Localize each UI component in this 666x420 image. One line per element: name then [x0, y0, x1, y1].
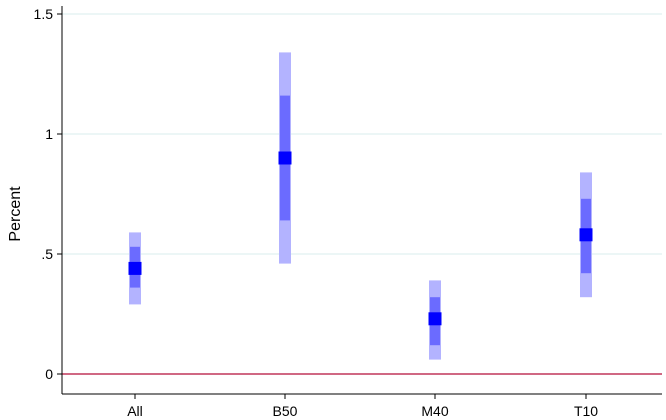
- x-ticks: All B50 M40 T10: [127, 394, 598, 419]
- axes: [61, 6, 662, 395]
- y-tick-label: .5: [41, 246, 53, 262]
- x-tick-label: All: [127, 403, 143, 419]
- x-tick-label: M40: [421, 403, 448, 419]
- point-marker: [128, 261, 142, 275]
- y-tick-label: 0: [45, 366, 53, 382]
- point-estimates: [128, 151, 593, 326]
- gridlines: [62, 13, 662, 255]
- x-tick-label: B50: [273, 403, 298, 419]
- x-tick-label: T10: [574, 403, 598, 419]
- point-marker: [579, 228, 593, 242]
- y-tick-label: 1: [45, 126, 53, 142]
- point-marker: [428, 312, 442, 326]
- y-ticks: 0 .5 1 1.5: [34, 6, 62, 382]
- y-axis-label: Percent: [7, 186, 24, 242]
- point-marker: [278, 151, 292, 165]
- y-tick-label: 1.5: [34, 6, 54, 22]
